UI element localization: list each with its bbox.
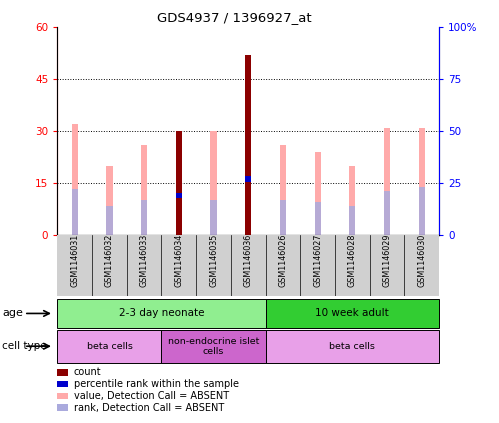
Text: 10 week adult: 10 week adult [315, 308, 389, 319]
Text: rank, Detection Call = ABSENT: rank, Detection Call = ABSENT [74, 403, 224, 413]
Bar [419, 187, 425, 235]
Text: percentile rank within the sample: percentile rank within the sample [74, 379, 239, 389]
Text: beta cells: beta cells [86, 342, 132, 351]
Bar [314, 152, 321, 235]
Bar [245, 55, 251, 235]
Text: count: count [74, 367, 101, 377]
Bar [384, 191, 390, 235]
Text: non-endocrine islet
cells: non-endocrine islet cells [168, 337, 259, 356]
Text: value, Detection Call = ABSENT: value, Detection Call = ABSENT [74, 391, 229, 401]
Bar [176, 191, 182, 235]
Bar [176, 131, 182, 235]
Bar [211, 200, 217, 235]
Bar [245, 55, 251, 235]
Bar [314, 202, 321, 235]
Bar [141, 200, 147, 235]
Bar [349, 206, 355, 235]
Bar [349, 166, 355, 235]
Bar [106, 206, 113, 235]
Bar [280, 200, 286, 235]
Text: GDS4937 / 1396927_at: GDS4937 / 1396927_at [157, 11, 312, 24]
Text: beta cells: beta cells [329, 342, 375, 351]
Bar [245, 179, 251, 235]
Bar [176, 192, 182, 198]
Bar [245, 176, 251, 181]
Bar [419, 128, 425, 235]
Bar [384, 128, 390, 235]
Bar [211, 131, 217, 235]
Bar [72, 189, 78, 235]
Bar [106, 166, 113, 235]
Bar [141, 145, 147, 235]
Text: cell type: cell type [2, 341, 47, 351]
Bar [72, 124, 78, 235]
Bar [280, 145, 286, 235]
Text: age: age [2, 308, 23, 319]
Text: 2-3 day neonate: 2-3 day neonate [119, 308, 204, 319]
Bar [176, 131, 182, 235]
